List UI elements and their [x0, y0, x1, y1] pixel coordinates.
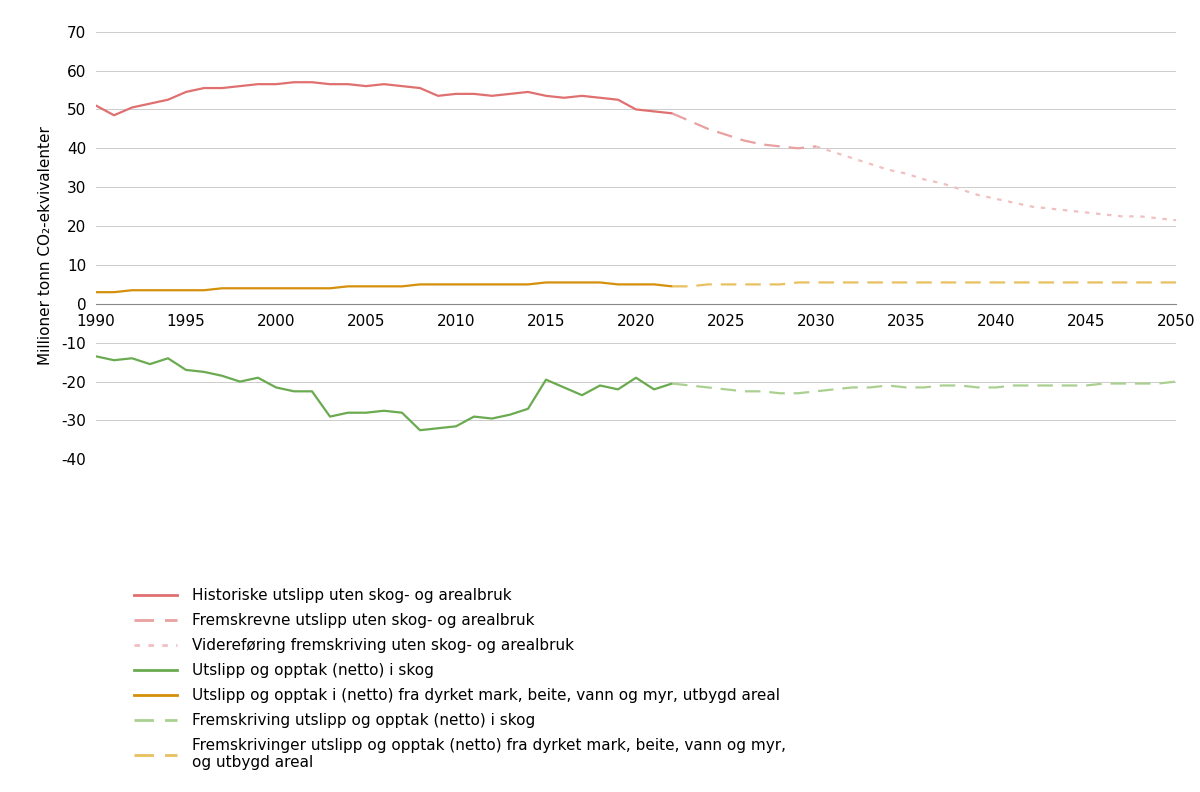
Legend: Historiske utslipp uten skog- og arealbruk, Fremskrevne utslipp uten skog- og ar: Historiske utslipp uten skog- og arealbr…	[127, 582, 792, 776]
Y-axis label: Millioner tonn CO₂-ekvivalenter: Millioner tonn CO₂-ekvivalenter	[38, 126, 53, 365]
